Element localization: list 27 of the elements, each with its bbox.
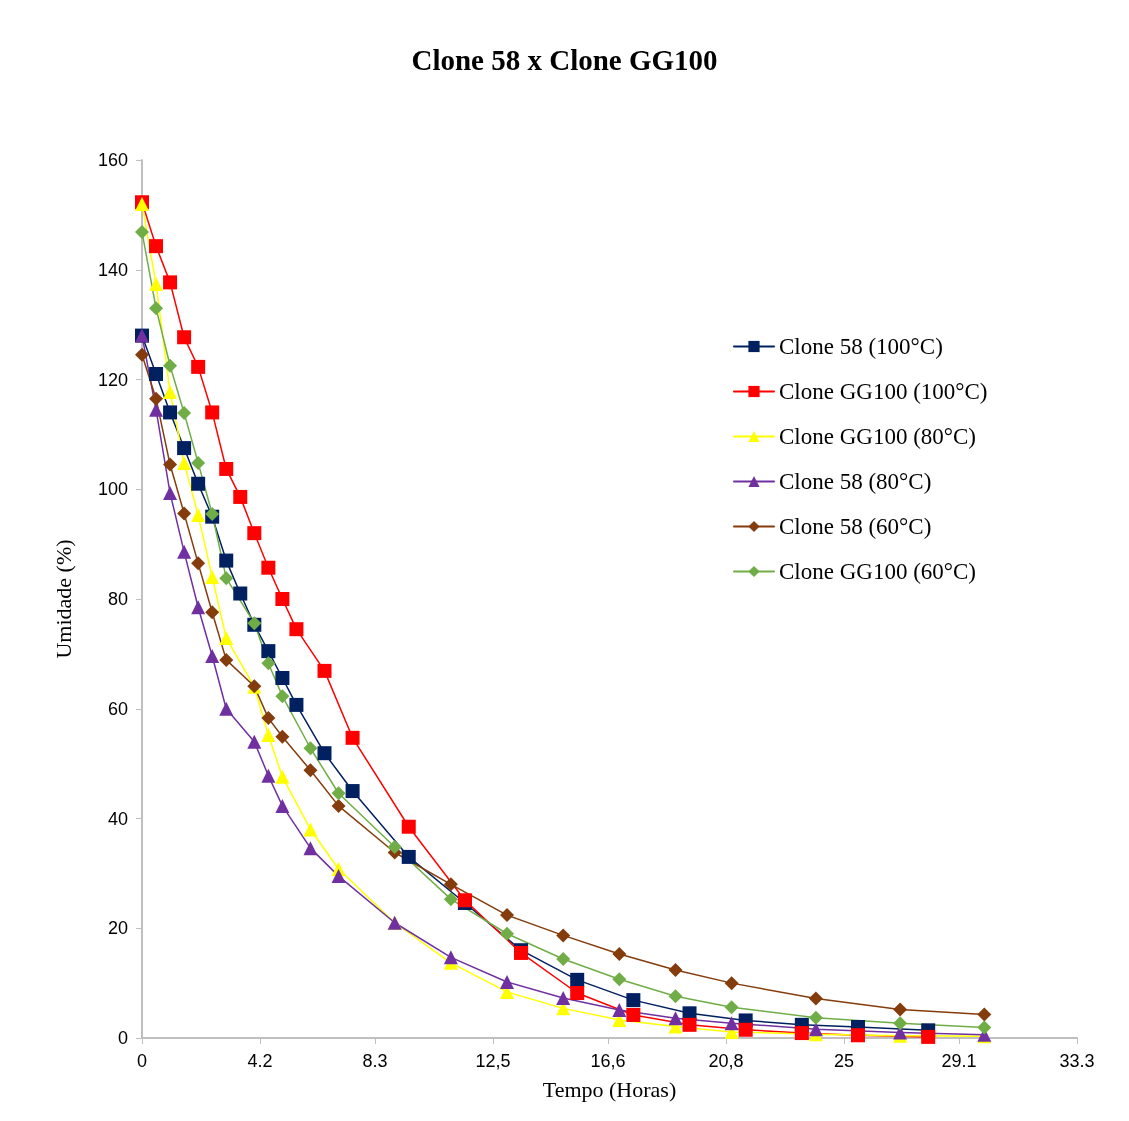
x-tick-label: 20,8 bbox=[708, 1051, 744, 1071]
legend-label: Clone GG100 (100°C) bbox=[779, 379, 988, 404]
legend-label: Clone 58 (80°C) bbox=[779, 469, 932, 494]
x-tick-label: 8.3 bbox=[362, 1051, 388, 1071]
x-tick-label: 16,6 bbox=[590, 1051, 626, 1071]
y-tick-label: 20 bbox=[107, 918, 128, 939]
chart-title: Clone 58 x Clone GG100 bbox=[411, 43, 718, 76]
y-tick-label: 0 bbox=[117, 1028, 128, 1048]
x-tick-label: 0 bbox=[136, 1051, 148, 1071]
x-tick-label: 29.1 bbox=[941, 1051, 977, 1071]
x-tick-label: 33.3 bbox=[1059, 1051, 1095, 1071]
y-axis-title: Umidade (%) bbox=[50, 539, 76, 659]
legend-label: Clone 58 (60°C) bbox=[779, 514, 932, 539]
x-tick-label: 4.2 bbox=[247, 1051, 273, 1071]
y-tick-label: 120 bbox=[97, 369, 128, 390]
y-tick-label: 40 bbox=[107, 808, 128, 829]
x-axis-title: Tempo (Horas) bbox=[542, 1076, 677, 1102]
y-tick-label: 100 bbox=[97, 479, 128, 500]
x-tick-label: 12,5 bbox=[475, 1051, 511, 1071]
x-tick-label: 25 bbox=[833, 1051, 854, 1071]
legend-label: Clone GG100 (60°C) bbox=[779, 559, 977, 584]
legend-label: Clone GG100 (80°C) bbox=[779, 424, 977, 449]
y-tick-label: 140 bbox=[97, 259, 128, 280]
y-tick-label: 160 bbox=[97, 150, 128, 170]
y-tick-label: 60 bbox=[107, 698, 128, 719]
y-tick-label: 80 bbox=[107, 589, 128, 609]
legend-label: Clone 58 (100°C) bbox=[779, 334, 943, 359]
